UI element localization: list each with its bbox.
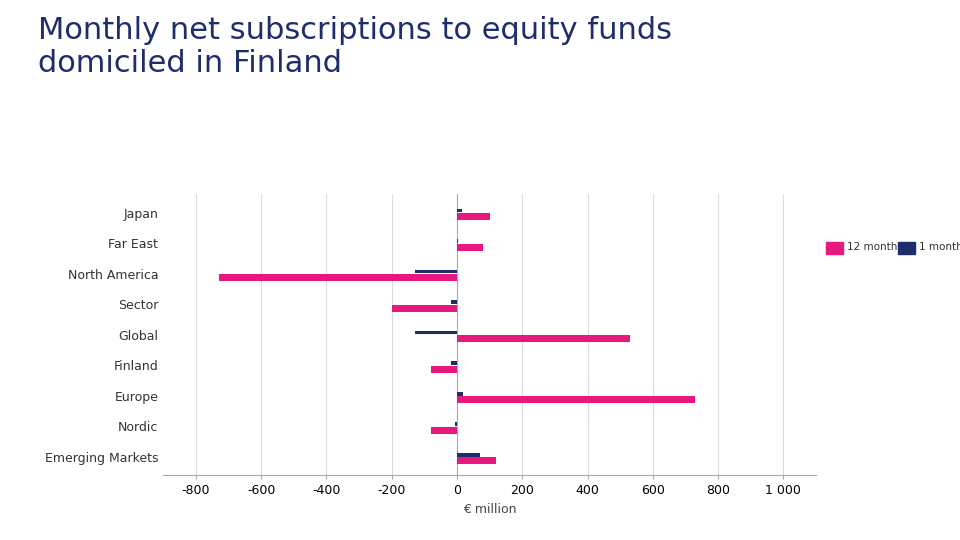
Bar: [431, 366, 457, 373]
Bar: [392, 305, 457, 312]
Bar: [219, 274, 457, 281]
Bar: [457, 457, 496, 464]
X-axis label: € million: € million: [463, 503, 516, 516]
Bar: [457, 239, 458, 243]
Bar: [457, 244, 483, 251]
Text: 12 months: 12 months: [847, 242, 902, 252]
Bar: [415, 331, 457, 334]
Bar: [415, 270, 457, 273]
Text: 1 month: 1 month: [919, 242, 960, 252]
Bar: [457, 396, 695, 403]
Text: Monthly net subscriptions to equity funds
domiciled in Finland: Monthly net subscriptions to equity fund…: [38, 16, 672, 78]
Bar: [451, 361, 457, 365]
Bar: [431, 427, 457, 434]
Bar: [451, 300, 457, 304]
Bar: [455, 422, 457, 426]
Bar: [457, 392, 463, 395]
Bar: [457, 213, 490, 220]
Bar: [457, 209, 462, 212]
Bar: [457, 453, 480, 457]
Bar: [457, 335, 630, 342]
